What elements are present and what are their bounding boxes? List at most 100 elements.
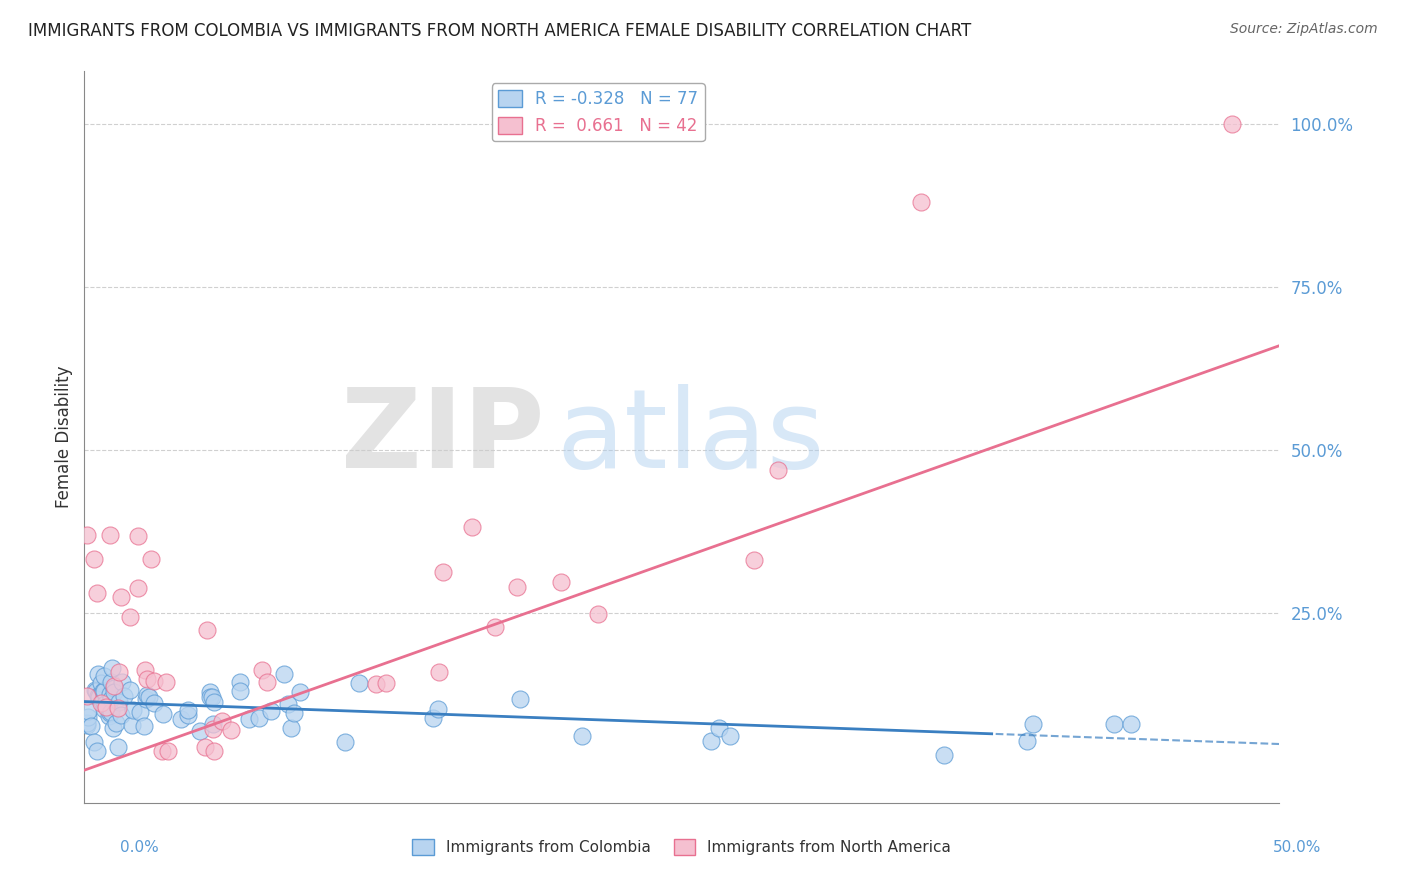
Point — [201, 690, 224, 705]
Point — [83, 552, 105, 566]
Point — [111, 674, 134, 689]
Point — [143, 673, 166, 688]
Point — [87, 689, 110, 703]
Point — [550, 575, 572, 590]
Point — [135, 691, 157, 706]
Point — [100, 691, 122, 706]
Point — [105, 715, 128, 730]
Point — [571, 730, 593, 744]
Point — [198, 685, 221, 699]
Point — [86, 744, 108, 758]
Point — [1102, 717, 1125, 731]
Point — [76, 528, 98, 542]
Point — [157, 743, 180, 757]
Point — [93, 702, 115, 716]
Point — [202, 695, 225, 709]
Point — [120, 683, 142, 698]
Text: atlas: atlas — [557, 384, 825, 491]
Point — [238, 712, 260, 726]
Point — [76, 690, 98, 704]
Point — [121, 718, 143, 732]
Point — [86, 586, 108, 600]
Point — [460, 520, 482, 534]
Point — [202, 717, 225, 731]
Point — [76, 715, 98, 730]
Point — [288, 685, 311, 699]
Point — [260, 705, 283, 719]
Point — [283, 706, 305, 720]
Point — [101, 660, 124, 674]
Point — [195, 623, 218, 637]
Point — [506, 580, 529, 594]
Point — [93, 683, 115, 698]
Point — [90, 676, 112, 690]
Point — [170, 712, 193, 726]
Point — [277, 698, 299, 712]
Point — [143, 697, 166, 711]
Point — [742, 553, 765, 567]
Point — [98, 709, 121, 723]
Point — [176, 708, 198, 723]
Point — [79, 719, 101, 733]
Point — [422, 711, 444, 725]
Point — [932, 747, 955, 762]
Point — [103, 721, 125, 735]
Point — [1119, 717, 1142, 731]
Point — [152, 706, 174, 721]
Point — [91, 684, 114, 698]
Point — [509, 692, 531, 706]
Point — [76, 704, 98, 718]
Point — [202, 743, 225, 757]
Point — [94, 698, 117, 712]
Point — [256, 674, 278, 689]
Point — [134, 663, 156, 677]
Point — [100, 705, 122, 719]
Legend: R = -0.328   N = 77, R =  0.661   N = 42: R = -0.328 N = 77, R = 0.661 N = 42 — [492, 83, 704, 141]
Point — [76, 710, 98, 724]
Y-axis label: Female Disability: Female Disability — [55, 366, 73, 508]
Point — [103, 685, 125, 699]
Text: 0.0%: 0.0% — [120, 840, 159, 855]
Point — [202, 722, 225, 736]
Point — [188, 723, 211, 738]
Point — [120, 610, 142, 624]
Point — [127, 529, 149, 543]
Point — [718, 729, 741, 743]
Point — [84, 683, 107, 698]
Text: ZIP: ZIP — [342, 384, 544, 491]
Point — [229, 684, 252, 698]
Point — [98, 528, 121, 542]
Point — [135, 672, 157, 686]
Point — [112, 689, 135, 703]
Point — [127, 581, 149, 595]
Point — [280, 722, 302, 736]
Point — [766, 463, 789, 477]
Point — [155, 674, 177, 689]
Point — [90, 696, 112, 710]
Point — [910, 194, 932, 209]
Point — [247, 711, 270, 725]
Point — [432, 566, 454, 580]
Text: 50.0%: 50.0% — [1274, 840, 1322, 855]
Point — [122, 703, 145, 717]
Point — [375, 676, 398, 690]
Point — [364, 677, 387, 691]
Point — [1017, 734, 1039, 748]
Point — [347, 676, 370, 690]
Point — [1220, 117, 1243, 131]
Point — [103, 681, 125, 695]
Point — [87, 667, 110, 681]
Point — [219, 723, 242, 738]
Point — [229, 675, 252, 690]
Point — [110, 708, 132, 723]
Text: Source: ZipAtlas.com: Source: ZipAtlas.com — [1230, 22, 1378, 37]
Point — [83, 734, 105, 748]
Point — [427, 665, 450, 679]
Point — [110, 590, 132, 604]
Point — [273, 666, 295, 681]
Point — [100, 675, 122, 690]
Point — [139, 551, 162, 566]
Point — [103, 679, 125, 693]
Point — [150, 743, 173, 757]
Point — [93, 669, 115, 683]
